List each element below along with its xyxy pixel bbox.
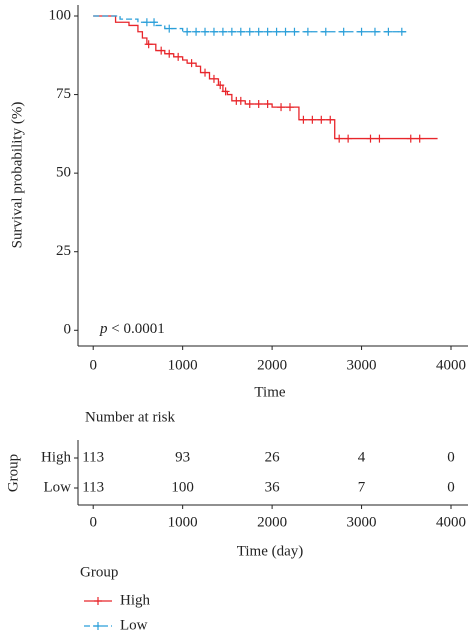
legend-label: Low xyxy=(120,617,148,633)
censor-mark xyxy=(201,68,210,77)
annotation-text: < 0.0001 xyxy=(111,321,164,337)
censor-mark xyxy=(216,81,225,90)
censor-mark xyxy=(236,27,245,36)
risk-row-label: Low xyxy=(44,479,72,495)
censor-mark xyxy=(384,27,393,36)
censor-mark xyxy=(272,27,281,36)
y-tick-label: 50 xyxy=(56,165,71,181)
risk-count: 0 xyxy=(447,449,455,465)
censor-mark xyxy=(245,27,254,36)
censor-mark xyxy=(218,27,227,36)
risk-y-label: Group xyxy=(5,454,21,492)
censor-mark xyxy=(183,27,192,36)
censor-mark xyxy=(277,103,286,112)
survival-curve xyxy=(93,15,438,140)
censor-mark xyxy=(366,134,375,143)
risk-x-tick-label: 4000 xyxy=(436,514,466,530)
censor-mark xyxy=(370,27,379,36)
risk-row-label: High xyxy=(41,449,72,465)
censor-mark xyxy=(263,100,272,108)
annotation-symbol: p xyxy=(99,321,108,337)
risk-count: 113 xyxy=(82,479,104,495)
censor-mark xyxy=(187,59,196,68)
censor-mark xyxy=(201,27,210,36)
risk-count: 36 xyxy=(265,479,281,495)
censor-mark xyxy=(254,100,263,108)
censor-mark xyxy=(281,27,290,36)
x-axis-label: Time xyxy=(254,384,285,400)
risk-count: 93 xyxy=(175,449,190,465)
censor-mark xyxy=(317,115,326,124)
legend-censor xyxy=(94,597,102,605)
censor-mark xyxy=(209,27,218,36)
y-tick-label: 100 xyxy=(49,7,72,23)
x-tick-label: 2000 xyxy=(257,357,287,373)
censor-mark xyxy=(303,27,312,36)
censor-mark xyxy=(375,134,384,143)
censor-mark xyxy=(308,115,317,124)
annotation: p < 0.0001 xyxy=(99,321,165,337)
risk-count: 7 xyxy=(358,479,366,495)
risk-count: 26 xyxy=(265,449,281,465)
risk-title: Number at risk xyxy=(85,409,175,425)
censor-mark xyxy=(227,27,236,36)
censor-mark xyxy=(321,27,330,36)
x-tick-label: 3000 xyxy=(347,357,377,373)
censor-mark xyxy=(221,87,230,96)
survival-curve xyxy=(93,15,407,33)
risk-x-tick-label: 1000 xyxy=(168,514,198,530)
legend-title: Group xyxy=(80,564,118,580)
risk-count: 0 xyxy=(447,479,455,495)
censor-mark xyxy=(144,40,153,49)
legend-censor xyxy=(94,622,102,630)
censor-mark xyxy=(299,115,308,124)
censor-mark xyxy=(236,96,245,105)
censor-mark xyxy=(165,24,174,33)
censor-mark xyxy=(397,27,406,36)
risk-count: 113 xyxy=(82,449,104,465)
censor-mark xyxy=(415,134,424,143)
censor-mark xyxy=(245,100,254,108)
censor-mark xyxy=(192,27,201,36)
censor-mark xyxy=(357,27,366,36)
censor-mark xyxy=(157,46,166,55)
censor-mark xyxy=(150,18,159,27)
censor-mark xyxy=(209,74,218,83)
risk-count: 100 xyxy=(171,479,194,495)
y-tick-label: 0 xyxy=(64,322,72,338)
censor-mark xyxy=(285,103,294,112)
censor-mark xyxy=(263,27,272,36)
risk-x-tick-label: 0 xyxy=(89,514,97,530)
censor-mark xyxy=(165,49,174,58)
censor-mark xyxy=(335,134,344,143)
censor-mark xyxy=(344,134,353,143)
censor-mark xyxy=(339,27,348,36)
censor-mark xyxy=(254,27,263,36)
risk-x-label: Time (day) xyxy=(237,543,304,559)
legend-label: High xyxy=(120,592,151,608)
censor-mark xyxy=(142,18,151,27)
x-tick-label: 4000 xyxy=(436,357,466,373)
censor-mark xyxy=(174,52,183,61)
y-tick-label: 25 xyxy=(56,243,71,259)
risk-x-tick-label: 2000 xyxy=(257,514,287,530)
y-tick-label: 75 xyxy=(56,86,71,102)
x-tick-label: 0 xyxy=(89,357,97,373)
censor-mark xyxy=(290,27,299,36)
x-tick-label: 1000 xyxy=(168,357,198,373)
risk-count: 4 xyxy=(358,449,366,465)
censor-mark xyxy=(406,134,415,143)
y-axis-label: Survival probability (%) xyxy=(9,102,25,249)
censor-mark xyxy=(326,115,335,124)
risk-x-tick-label: 3000 xyxy=(347,514,377,530)
